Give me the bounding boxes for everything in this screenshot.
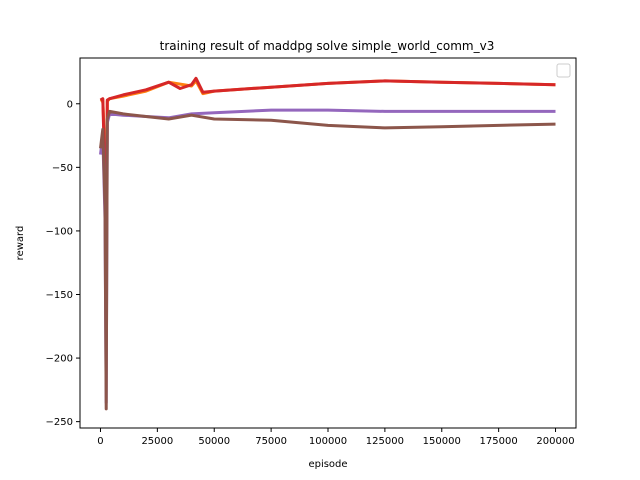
- chart-title: training result of maddpg solve simple_w…: [160, 39, 495, 53]
- y-axis: 0 −50 −100 −150 −200 −250: [46, 99, 80, 428]
- y-tick-label: 0: [67, 99, 73, 110]
- x-tick-label: 50000: [198, 436, 230, 447]
- series-line-4: [99, 109, 556, 411]
- y-tick-label: −150: [46, 290, 73, 301]
- legend-box: [556, 63, 571, 78]
- plot-lines: [99, 76, 556, 411]
- x-tick-label: 150000: [423, 436, 461, 447]
- y-axis-title: reward: [15, 226, 26, 261]
- x-tick-label: 25000: [141, 436, 173, 447]
- y-tick-label: −250: [46, 417, 73, 428]
- x-tick-label: 100000: [309, 436, 347, 447]
- x-tick-label: 0: [97, 436, 103, 447]
- y-tick-label: −50: [52, 163, 73, 174]
- x-axis-title: episode: [308, 459, 347, 470]
- x-axis: 0 25000 50000 75000 100000 125000 150000 175000…: [97, 428, 575, 447]
- x-tick-label: 200000: [536, 436, 574, 447]
- x-tick-label: 175000: [480, 436, 518, 447]
- x-tick-label: 75000: [255, 436, 287, 447]
- y-tick-label: −200: [46, 354, 73, 365]
- x-tick-label: 125000: [366, 436, 404, 447]
- y-tick-label: −100: [46, 226, 73, 237]
